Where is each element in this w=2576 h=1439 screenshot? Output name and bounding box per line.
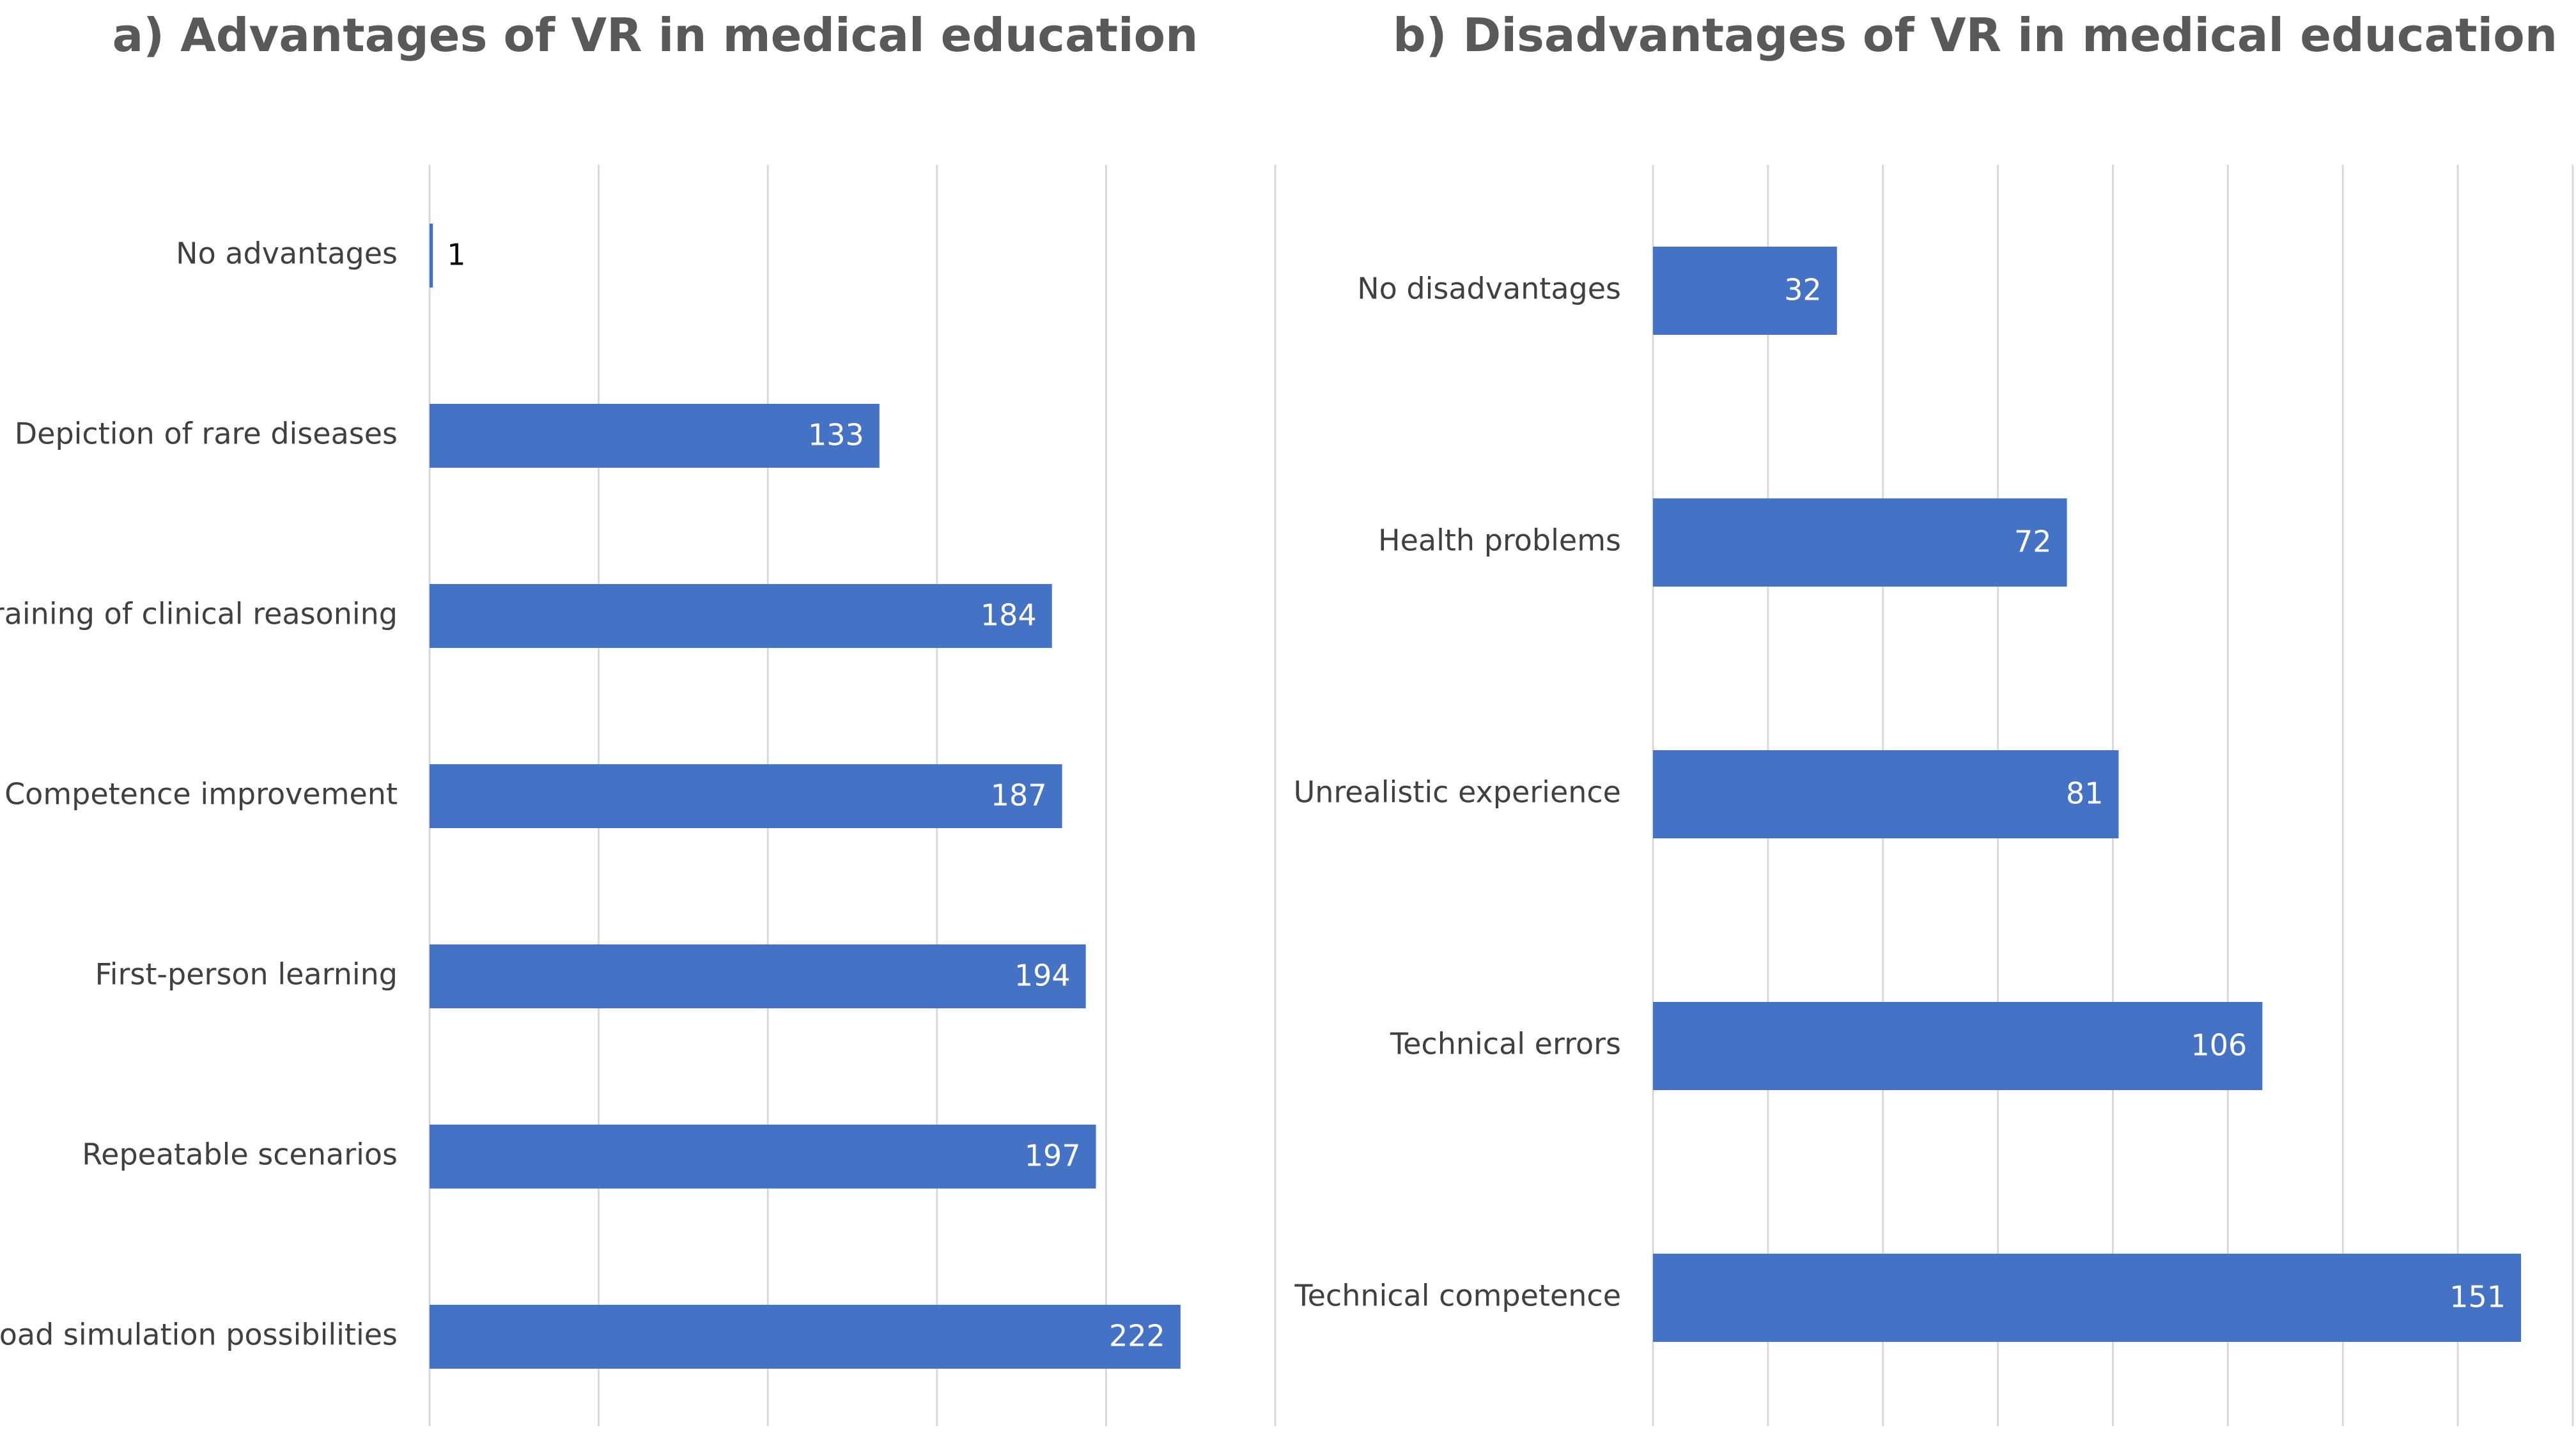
disadvantages-category-labels: No disadvantages Health problems Unrealist… [1294,272,1621,1313]
disadvantages-bar [1653,1002,2263,1090]
advantages-data-label: 1 [447,238,465,272]
advantages-data-label: 187 [991,778,1047,813]
advantages-bar [430,944,1086,1008]
advantages-bar [430,1125,1096,1189]
advantages-data-label: 184 [981,598,1037,633]
advantages-bar [430,1305,1181,1369]
advantages-data-label: 197 [1025,1139,1081,1173]
disadvantages-bar [1653,1254,2522,1342]
advantages-category-label: Depiction of rare diseases [15,417,398,451]
disadvantages-data-label: 72 [2014,525,2052,559]
advantages-category-label: Training of clinical reasoning [0,597,398,631]
advantages-category-labels: No advantages Depiction of rare diseases T… [0,236,398,1352]
disadvantages-category-label: Unrealistic experience [1294,775,1621,810]
disadvantages-data-label: 32 [1784,273,1822,307]
disadvantages-category-label: No disadvantages [1357,272,1621,306]
disadvantages-category-label: Technical errors [1390,1027,1621,1061]
advantages-category-label: No advantages [176,236,398,271]
disadvantages-bar [1653,247,1837,335]
advantages-data-label: 194 [1014,958,1071,993]
disadvantages-bars [1653,247,2522,1342]
advantages-chart: a) Advantages of VR in medical education… [0,8,1276,1426]
disadvantages-bar [1653,498,2067,587]
advantages-category-label: Competence improvement [4,777,398,812]
disadvantages-data-label: 106 [2191,1028,2247,1063]
disadvantages-data-label: 81 [2066,776,2104,811]
advantages-data-label: 222 [1109,1319,1165,1353]
advantages-bar [430,404,880,468]
disadvantages-data-labels: 32 72 81 106 151 [1784,273,2506,1314]
advantages-data-label: 133 [808,418,864,452]
disadvantages-data-label: 151 [2449,1280,2506,1314]
advantages-bar [430,224,433,288]
advantages-data-labels: 1 133 184 187 194 197 222 [447,238,1165,1353]
advantages-chart-title: a) Advantages of VR in medical education [113,8,1199,62]
disadvantages-category-label: Health problems [1378,523,1621,558]
advantages-category-label: First-person learning [95,957,398,992]
disadvantages-chart: b) Disadvantages of VR in medical educat… [1294,8,2574,1426]
disadvantages-chart-title: b) Disadvantages of VR in medical educat… [1393,8,2557,62]
disadvantages-bar [1653,750,2119,838]
advantages-category-label: Repeatable scenarios [82,1137,398,1172]
advantages-bar [430,584,1052,648]
advantages-category-label: Broad simulation possibilities [0,1318,398,1352]
advantages-bars [430,224,1181,1369]
advantages-bar [430,764,1062,828]
disadvantages-category-label: Technical competence [1294,1279,1621,1313]
